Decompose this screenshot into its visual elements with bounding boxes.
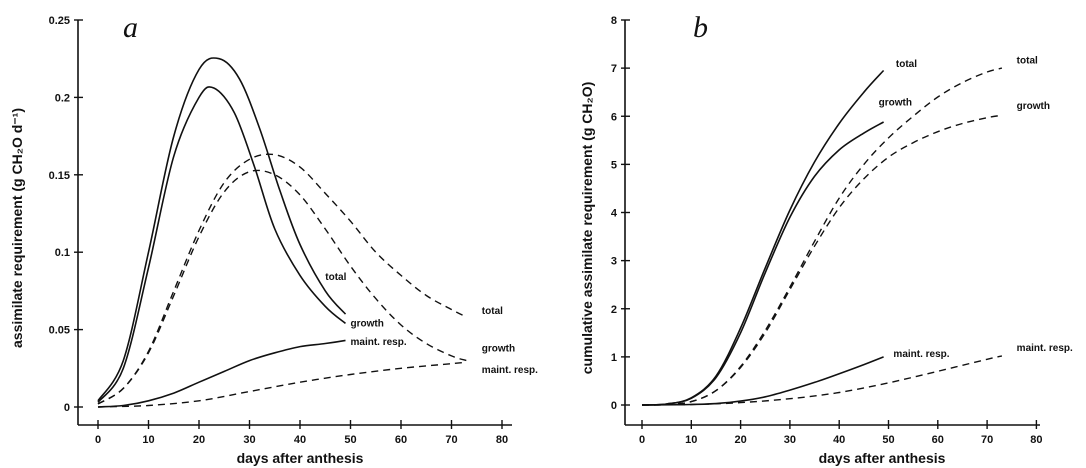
x-tick-label: 60 bbox=[932, 434, 944, 446]
x-tick-label: 80 bbox=[496, 434, 508, 446]
y-tick-label: 1 bbox=[611, 352, 617, 364]
y-tick-label: 6 bbox=[611, 111, 617, 123]
series-label-maint-resp-solid: maint. resp. bbox=[893, 349, 949, 360]
x-axis-label-a: days after anthesis bbox=[237, 450, 364, 466]
series-label-total-solid: total bbox=[896, 59, 917, 70]
series-line-total-dashed bbox=[97, 153, 467, 405]
series-line-maint-resp-solid bbox=[641, 356, 884, 406]
series-line-maint-resp-solid bbox=[97, 339, 346, 408]
x-tick-label: 30 bbox=[784, 434, 796, 446]
series-line-total-solid bbox=[97, 57, 347, 402]
y-tick-label: 0.05 bbox=[49, 325, 70, 337]
x-tick-label: 0 bbox=[95, 434, 101, 446]
x-tick-label: 60 bbox=[395, 434, 407, 446]
x-tick-label: 30 bbox=[243, 434, 255, 446]
y-axis-label-a: assimilate requirement (g CH₂O d⁻¹) bbox=[9, 108, 25, 348]
x-tick-label: 20 bbox=[193, 434, 205, 446]
y-tick-label: 5 bbox=[611, 159, 617, 171]
series-label-growth-dashed: growth bbox=[482, 343, 515, 354]
series-line-growth-solid bbox=[97, 86, 347, 403]
x-tick-label: 70 bbox=[445, 434, 457, 446]
series-label-growth-dashed: growth bbox=[1017, 101, 1050, 112]
y-tick-label: 0.1 bbox=[55, 247, 70, 259]
x-tick-label: 80 bbox=[1030, 434, 1042, 446]
series-label-growth-solid: growth bbox=[351, 319, 384, 330]
y-tick-label: 2 bbox=[611, 304, 617, 316]
x-tick-label: 20 bbox=[734, 434, 746, 446]
panel-letter-a: a bbox=[123, 11, 138, 44]
x-axis-label-b: days after anthesis bbox=[819, 450, 946, 466]
series-label-total-dashed: total bbox=[482, 306, 503, 317]
series-line-maint-resp-dashed bbox=[97, 361, 467, 408]
y-axis-label-b: cumulative assimilate requirement (g CH₂… bbox=[579, 82, 595, 375]
y-tick-label: 7 bbox=[611, 63, 617, 75]
chart-panel-b: b cumulative assimilate requirement (g C… bbox=[579, 11, 1073, 466]
panel-letter-b: b bbox=[693, 11, 708, 44]
y-tick-label: 8 bbox=[611, 15, 617, 27]
y-tick-label: 0.15 bbox=[49, 170, 70, 182]
y-tick-label: 0.2 bbox=[55, 92, 70, 104]
chart-panel-a: a assimilate requirement (g CH₂O d⁻¹) da… bbox=[9, 11, 538, 466]
x-tick-label: 10 bbox=[142, 434, 154, 446]
series-label-total-solid: total bbox=[325, 272, 346, 283]
x-tick-label: 0 bbox=[639, 434, 645, 446]
y-tick-label: 0 bbox=[64, 402, 70, 414]
x-tick-label: 50 bbox=[882, 434, 894, 446]
x-tick-label: 40 bbox=[294, 434, 306, 446]
series-line-growth-solid bbox=[641, 121, 884, 406]
series-line-maint-resp-dashed bbox=[641, 355, 1003, 406]
y-tick-label: 3 bbox=[611, 256, 617, 268]
series-label-growth-solid: growth bbox=[879, 98, 912, 109]
y-tick-label: 4 bbox=[611, 208, 618, 220]
y-tick-label: 0.25 bbox=[49, 15, 70, 27]
x-tick-label: 10 bbox=[685, 434, 697, 446]
x-tick-label: 40 bbox=[833, 434, 845, 446]
series-label-maint-resp-dashed: maint. resp. bbox=[1017, 343, 1073, 354]
series-label-total-dashed: total bbox=[1017, 55, 1038, 66]
x-tick-label: 70 bbox=[981, 434, 993, 446]
series-label-maint-resp-dashed: maint. resp. bbox=[482, 365, 538, 376]
series-line-growth-dashed bbox=[97, 169, 467, 405]
y-tick-label: 0 bbox=[611, 400, 617, 412]
series-line-growth-dashed bbox=[641, 114, 1003, 406]
series-line-total-solid bbox=[641, 69, 885, 406]
series-label-maint-resp-solid: maint. resp. bbox=[351, 337, 407, 348]
x-tick-label: 50 bbox=[344, 434, 356, 446]
